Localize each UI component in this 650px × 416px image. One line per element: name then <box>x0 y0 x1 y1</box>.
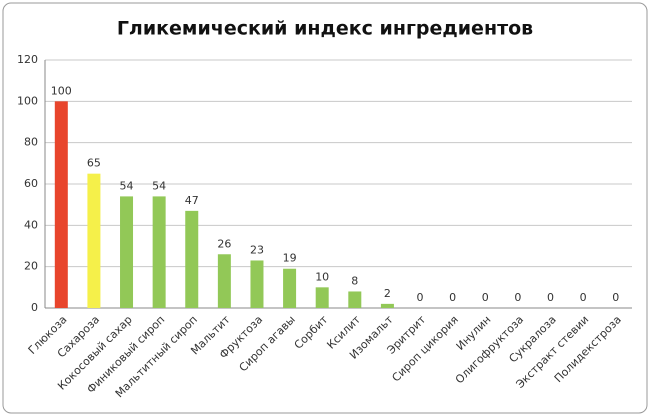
value-label: 10 <box>315 270 329 283</box>
bar <box>120 196 134 308</box>
bar <box>380 303 394 308</box>
y-tick-label: 80 <box>24 136 38 149</box>
value-label: 19 <box>283 252 297 265</box>
value-label: 0 <box>449 291 456 304</box>
value-label: 0 <box>514 291 521 304</box>
value-label: 65 <box>87 157 101 170</box>
bar <box>217 254 231 308</box>
y-tick-label: 60 <box>24 177 38 190</box>
value-label: 0 <box>547 291 554 304</box>
bar <box>185 210 199 308</box>
value-label: 23 <box>250 243 264 256</box>
bar <box>315 287 329 308</box>
value-label: 0 <box>417 291 424 304</box>
value-label: 8 <box>351 274 358 287</box>
value-label: 0 <box>482 291 489 304</box>
value-label: 0 <box>612 291 619 304</box>
y-tick-label: 20 <box>24 260 38 273</box>
value-label: 26 <box>217 237 231 250</box>
y-tick-label: 100 <box>17 94 38 107</box>
value-label: 47 <box>185 194 199 207</box>
bar <box>87 173 101 308</box>
value-label: 2 <box>384 287 391 300</box>
bar <box>348 291 362 308</box>
bar <box>283 268 297 308</box>
chart-title: Гликемический индекс ингредиентов <box>117 18 533 40</box>
value-label: 54 <box>120 179 134 192</box>
bar <box>250 260 264 308</box>
bar <box>152 196 166 308</box>
value-label: 100 <box>51 84 72 97</box>
value-label: 0 <box>580 291 587 304</box>
bar <box>54 101 68 308</box>
y-tick-label: 40 <box>24 218 38 231</box>
value-label: 54 <box>152 179 166 192</box>
y-tick-label: 120 <box>17 53 38 66</box>
y-tick-label: 0 <box>31 301 38 314</box>
